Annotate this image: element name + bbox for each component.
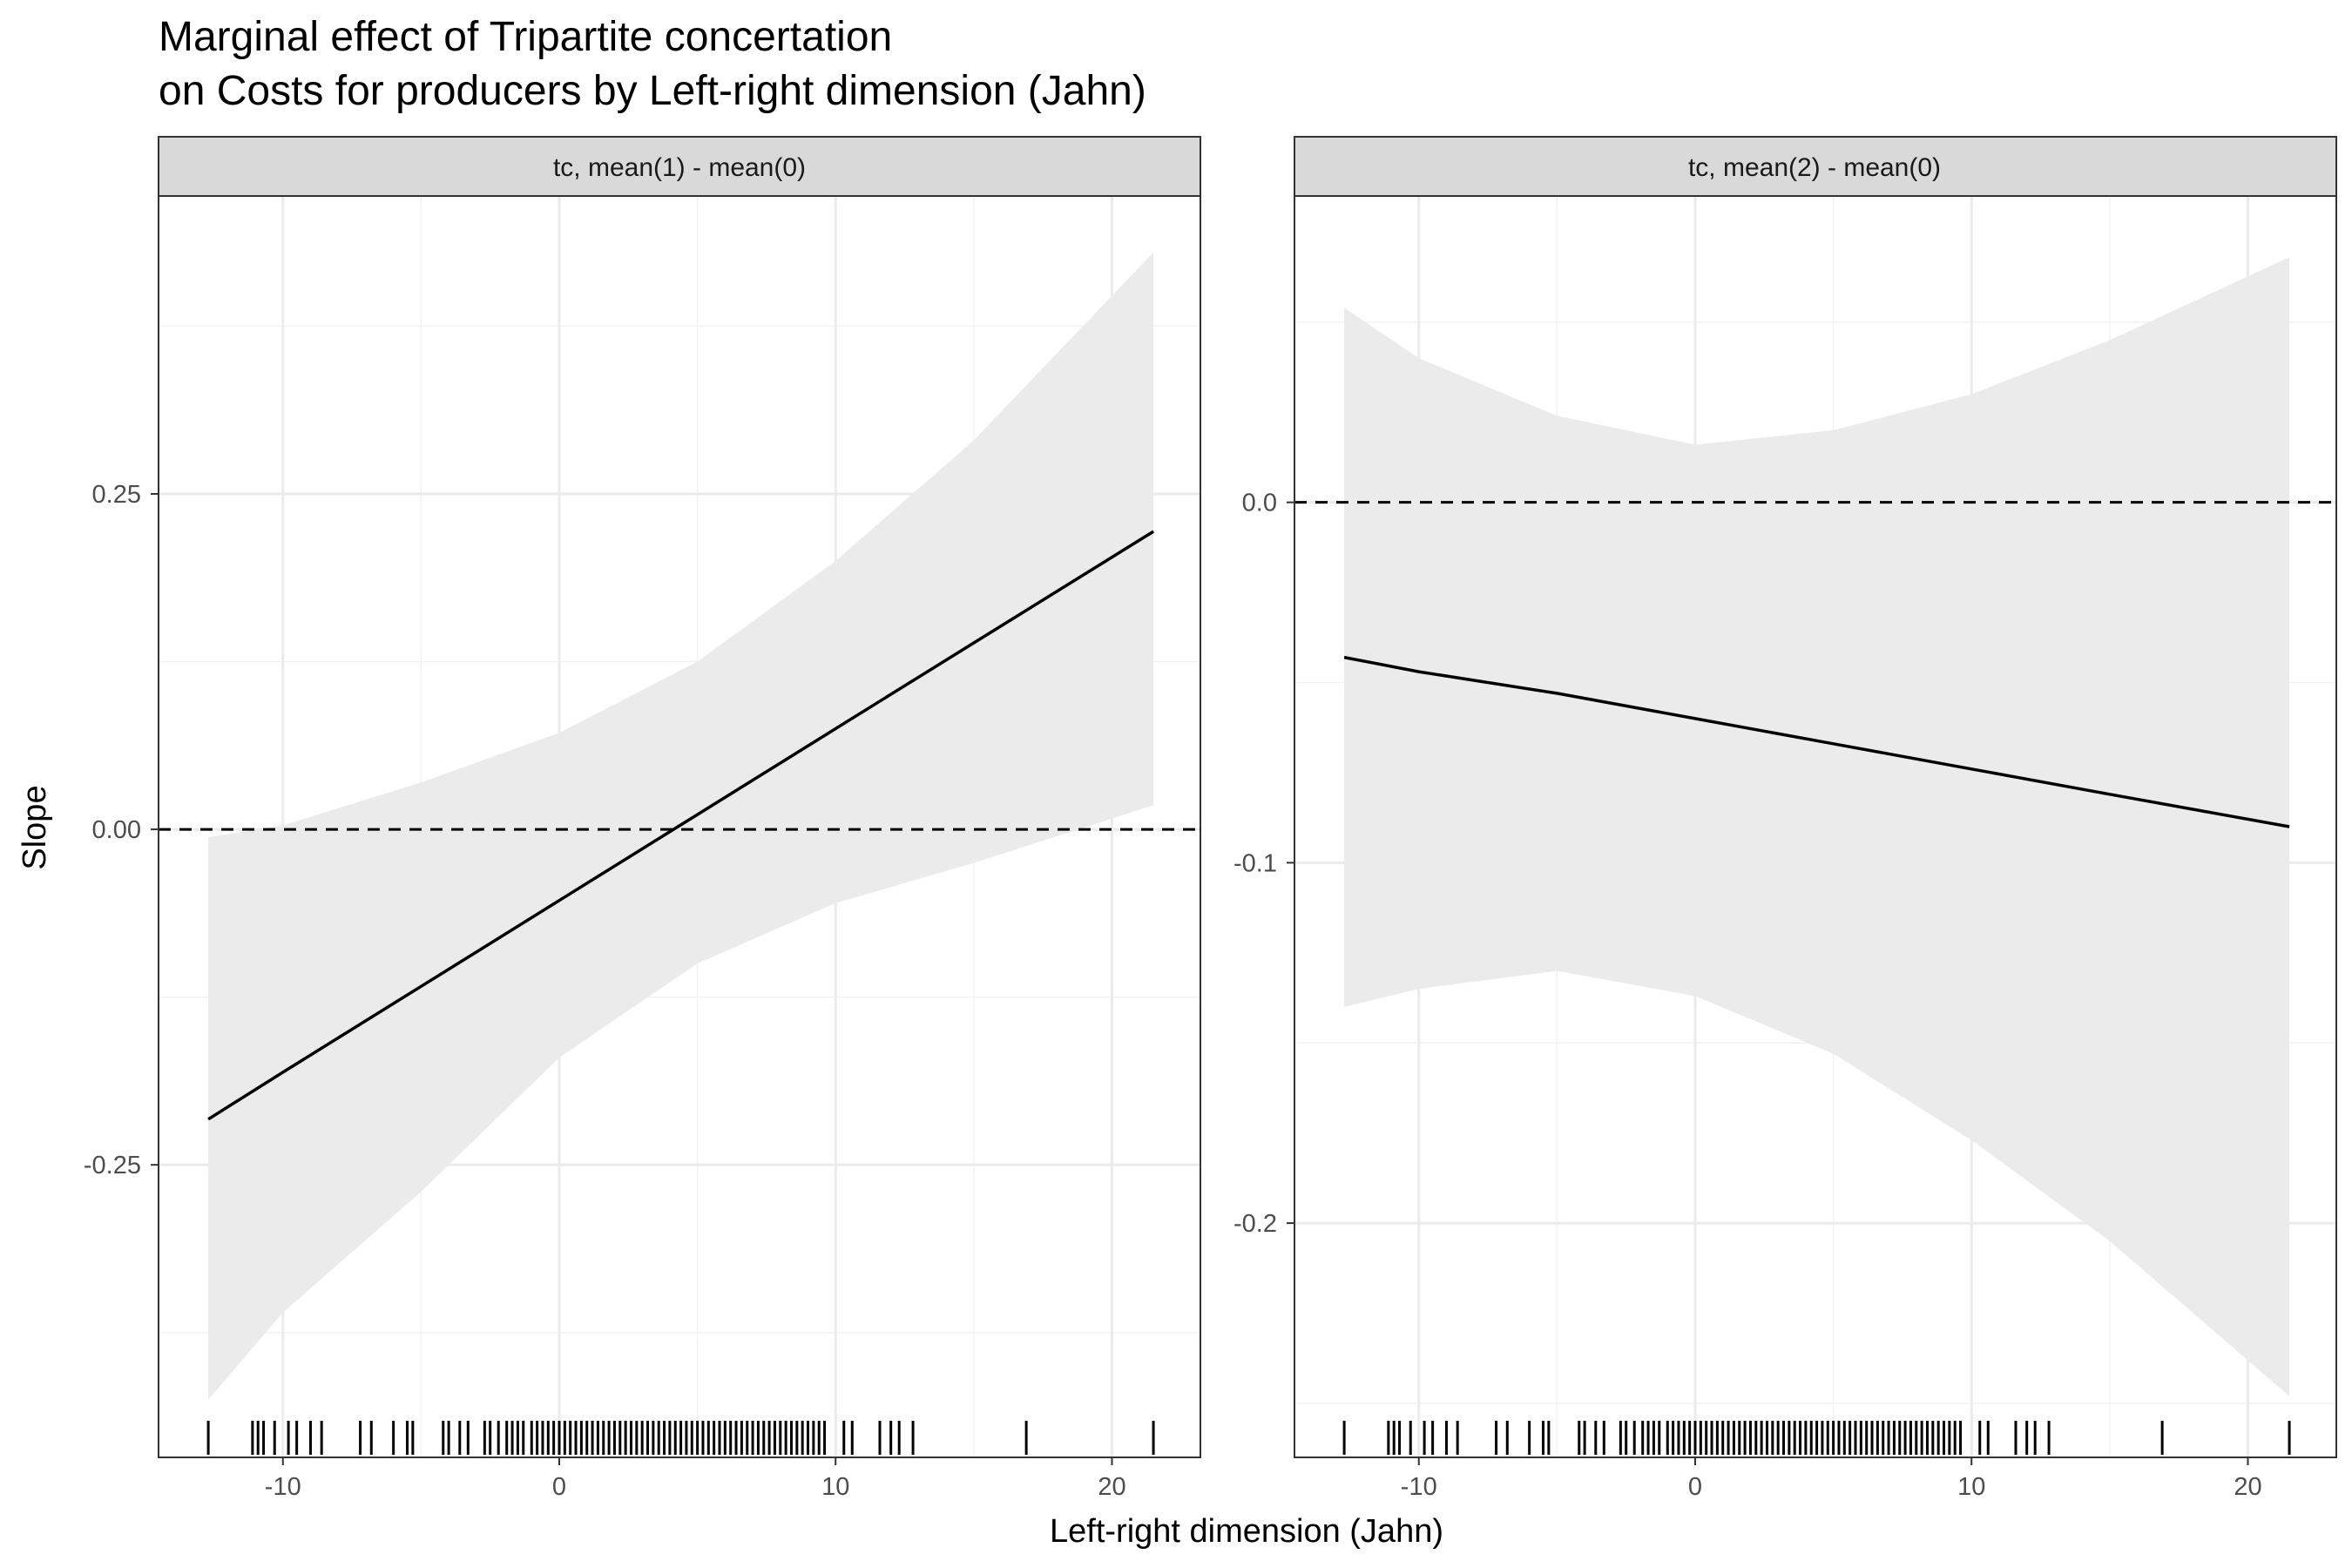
panel-left-y-tick-label: -0.25 — [84, 1152, 141, 1179]
chart-title-line1: Marginal effect of Tripartite concertati… — [159, 14, 892, 60]
panel-right-y-tick-label: -0.1 — [1233, 849, 1277, 877]
panel-right-x-tick-label: -10 — [1401, 1473, 1437, 1501]
chart-title-line2: on Costs for producers by Left-right dim… — [159, 68, 1146, 114]
panel-right-border — [1294, 195, 2337, 1458]
panel-left-plot-layer: -10 0 10 20 0.25 0.00 -0.25 — [84, 136, 1201, 1501]
panel-left-x-tick-label: 20 — [1098, 1473, 1125, 1501]
panel-left-strip — [158, 136, 1201, 197]
panel-right-effect-line — [1343, 655, 2290, 828]
panel-left-x-tick-label: -10 — [265, 1473, 301, 1501]
panel-right-confidence-ribbon — [1344, 257, 2290, 1396]
panel-left-y-tick-label: 0.25 — [92, 481, 141, 509]
panel-right: -10 0 10 20 0.0 -0.1 -0.2 tc, mean(2) - mean(0… — [1233, 136, 2337, 1501]
panel-right-x-tick-label: 20 — [2234, 1473, 2261, 1501]
panel-right-plot-layer: -10 0 10 20 0.0 -0.1 -0.2 — [1233, 136, 2337, 1501]
panel-left-x-tick-label: 10 — [821, 1473, 849, 1501]
panel-left-border — [158, 195, 1201, 1458]
panel-left-strip-label: tc, mean(1) - mean(0) — [553, 153, 806, 182]
panel-right-y-tick-label: -0.2 — [1233, 1210, 1277, 1238]
x-axis-title: Left-right dimension (Jahn) — [1050, 1513, 1443, 1550]
panel-right-y-tick-label: 0.0 — [1242, 490, 1277, 517]
panel-left: -10 0 10 20 0.25 0.00 -0.25 tc, mean(1) - mean… — [84, 136, 1201, 1501]
panel-right-strip-label: tc, mean(2) - mean(0) — [1688, 153, 1941, 182]
panel-left-x-tick-label: 0 — [552, 1473, 566, 1501]
y-axis-title: Slope — [17, 785, 53, 869]
panel-right-x-tick-label: 0 — [1688, 1473, 1702, 1501]
panel-left-effect-line — [207, 530, 1155, 1121]
panel-left-y-tick-label: 0.00 — [92, 816, 141, 844]
panel-right-x-tick-label: 10 — [1957, 1473, 1985, 1501]
